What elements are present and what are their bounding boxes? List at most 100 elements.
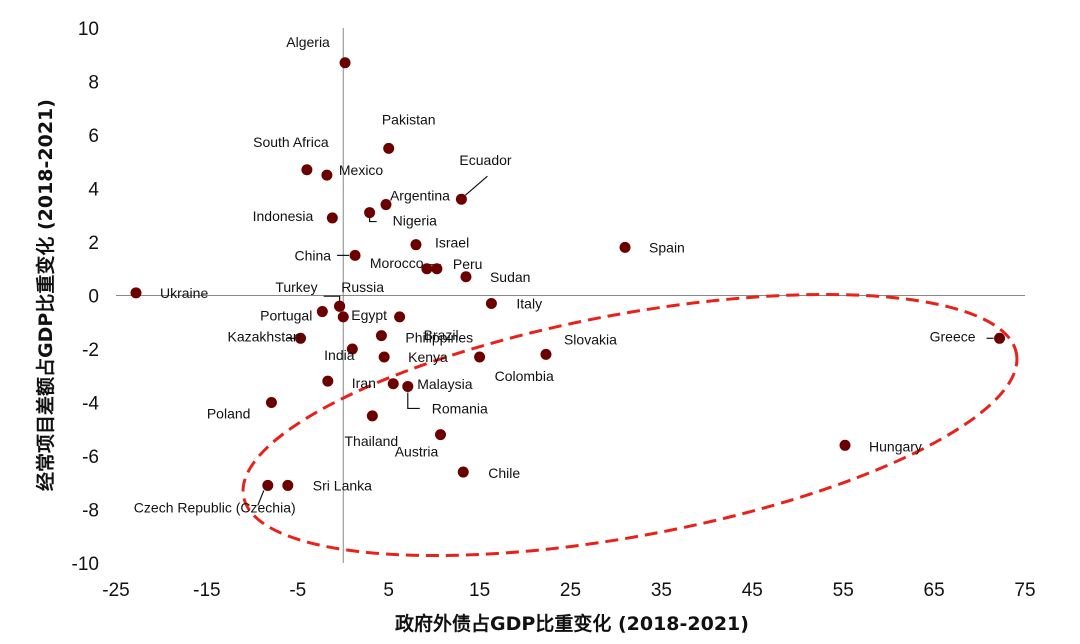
x-tick-label: 45	[742, 580, 763, 601]
label-hungary: Hungary	[869, 438, 922, 454]
label-philippines: Philippines	[405, 330, 473, 346]
label-spain: Spain	[649, 239, 685, 255]
y-tick-label: -6	[82, 447, 99, 468]
x-tick-label: 15	[469, 580, 490, 601]
point-india	[346, 343, 358, 355]
data-points	[130, 57, 1006, 491]
point-mexico	[321, 169, 333, 181]
point-brazil	[394, 311, 406, 323]
label-greece: Greece	[930, 328, 976, 344]
point-nigeria	[364, 207, 376, 219]
point-algeria	[339, 57, 351, 69]
label-thailand: Thailand	[344, 433, 398, 449]
x-axis-title: 政府外债占GDP比重变化 (2018-2021)	[395, 612, 749, 635]
x-tick-label: -5	[289, 580, 306, 601]
point-greece	[994, 332, 1006, 344]
label-ukraine: Ukraine	[160, 285, 208, 301]
label-slovakia: Slovakia	[564, 331, 617, 347]
x-tick-label: 75	[1014, 580, 1035, 601]
label-portugal: Portugal	[260, 308, 312, 324]
y-tick-label: 10	[78, 19, 99, 40]
label-kenya: Kenya	[408, 349, 448, 365]
label-romania: Romania	[432, 400, 488, 416]
point-pakistan	[383, 142, 395, 154]
y-tick-label: -2	[82, 340, 99, 361]
x-tick-label: 25	[560, 580, 581, 601]
x-tick-label: 65	[924, 580, 945, 601]
y-tick-label: -4	[82, 394, 99, 415]
point-morocco	[421, 263, 433, 275]
point-spain	[619, 241, 631, 253]
label-iran: Iran	[352, 375, 376, 391]
point-sri-lanka	[282, 479, 294, 491]
label-peru: Peru	[453, 256, 483, 272]
y-tick-label: 0	[88, 287, 99, 308]
point-czech-republic-czechia	[262, 479, 274, 491]
label-morocco: Morocco	[370, 255, 424, 271]
point-philippines	[375, 330, 387, 342]
axes: -25 -15 -5 5 15 25 35 45 55 65 75 10 8 6 4 2 0 -2 -4 -6 -8 -1…	[72, 19, 1036, 601]
label-turkey: Turkey	[275, 279, 317, 295]
y-tick-label: 2	[88, 233, 99, 254]
point-austria	[435, 429, 447, 441]
label-sudan: Sudan	[490, 269, 530, 285]
leader-line-turkey	[323, 295, 341, 303]
x-tick-label: -15	[193, 580, 220, 601]
y-axis-title: 经常项目差额占GDP比重变化 (2018-2021)	[34, 99, 57, 491]
point-egypt	[337, 311, 349, 323]
point-israel	[410, 239, 422, 251]
label-pakistan: Pakistan	[382, 111, 436, 127]
point-peru	[431, 263, 443, 275]
leader-line-ecuador	[465, 175, 488, 196]
label-italy: Italy	[516, 296, 542, 312]
label-algeria: Algeria	[286, 34, 330, 50]
y-tick-label: 6	[88, 126, 99, 147]
point-slovakia	[540, 348, 552, 360]
point-indonesia	[326, 212, 338, 224]
label-south-africa: South Africa	[253, 134, 329, 150]
point-hungary	[839, 439, 851, 451]
label-chile: Chile	[488, 465, 520, 481]
point-iran	[322, 375, 334, 387]
x-tick-label: 35	[651, 580, 672, 601]
point-colombia	[474, 351, 486, 363]
point-ecuador	[455, 193, 467, 205]
x-tick-label: -25	[102, 580, 129, 601]
point-kazakhstan	[295, 332, 307, 344]
point-ukraine	[130, 287, 142, 299]
label-china: China	[294, 247, 331, 263]
leader-line-nigeria	[369, 217, 377, 223]
point-malaysia	[387, 378, 399, 390]
leader-lines	[257, 175, 994, 506]
y-tick-label: 4	[88, 180, 99, 201]
label-sri-lanka: Sri Lanka	[313, 477, 372, 493]
point-chile	[457, 466, 469, 478]
point-china	[349, 249, 361, 261]
label-colombia: Colombia	[495, 368, 554, 384]
x-tick-label: 5	[383, 580, 394, 601]
y-tick-label: -8	[82, 501, 99, 522]
label-czech-republic-czechia: Czech Republic (Czechia)	[134, 499, 296, 515]
label-israel: Israel	[435, 235, 469, 251]
leader-line-czech-republic-czechia	[257, 490, 265, 506]
point-south-africa	[301, 164, 313, 176]
point-thailand	[366, 410, 378, 422]
label-mexico: Mexico	[339, 162, 384, 178]
point-italy	[485, 298, 497, 310]
label-egypt: Egypt	[351, 307, 387, 323]
label-indonesia: Indonesia	[253, 208, 314, 224]
label-nigeria: Nigeria	[393, 213, 438, 229]
label-russia: Russia	[341, 279, 384, 295]
point-sudan	[460, 271, 472, 283]
label-argentina: Argentina	[390, 188, 450, 204]
highlight-ellipse	[241, 292, 1019, 558]
label-austria: Austria	[395, 444, 439, 460]
label-kazakhstan: Kazakhstan	[228, 328, 301, 344]
label-india: India	[324, 347, 355, 363]
point-kenya	[378, 351, 390, 363]
leader-line-romania	[407, 392, 420, 410]
x-tick-label: 55	[833, 580, 854, 601]
point-poland	[265, 397, 277, 408]
label-brazil: Brazil	[424, 327, 459, 343]
